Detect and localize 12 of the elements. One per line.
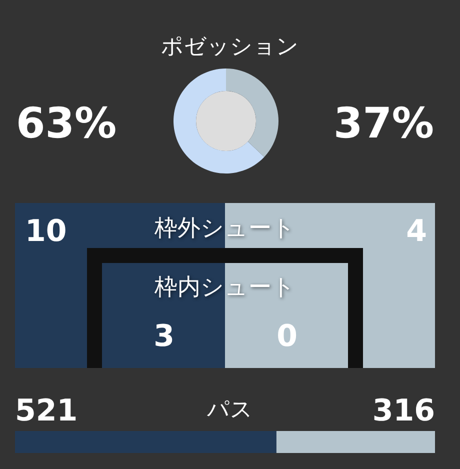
category-label: 枠内シュート	[154, 274, 296, 300]
data-label: 316	[372, 394, 435, 428]
category-label: 枠外シュート	[154, 216, 296, 242]
data-label: 63%	[16, 98, 117, 148]
chart-title: パス	[206, 398, 253, 422]
data-label: 4	[406, 214, 427, 249]
data-label: 10	[25, 214, 67, 249]
data-label: 3	[154, 319, 174, 354]
data-label: 521	[15, 394, 78, 428]
chart-title: ポゼッション	[161, 34, 299, 60]
data-label: 0	[276, 319, 298, 354]
data-label: 37%	[333, 98, 434, 148]
